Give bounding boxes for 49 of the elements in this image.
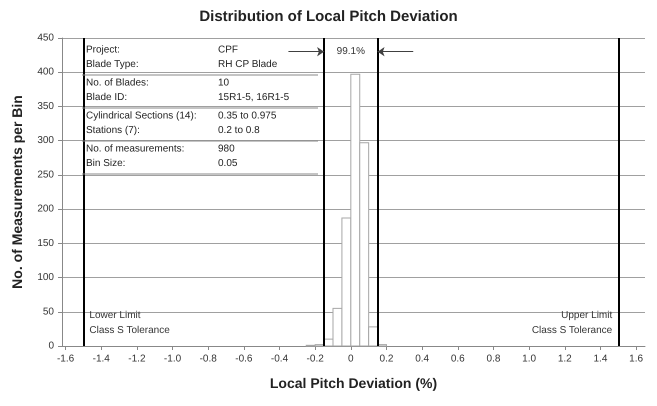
y-tick-label: 150 — [37, 238, 54, 249]
y-tick-label: 200 — [37, 204, 54, 215]
annotation: Blade Type: — [86, 59, 139, 70]
y-tick-label: 400 — [37, 66, 54, 78]
annotation: Stations (7): — [86, 125, 140, 136]
y-tick-label: 450 — [37, 32, 54, 44]
annotation: No. of measurements: — [86, 144, 184, 154]
x-tick-label: -0.4 — [270, 354, 289, 364]
annotation: Cylindrical Sections (14): — [86, 110, 197, 122]
x-tick-label: -1.0 — [164, 354, 182, 364]
x-tick-label: 0.6 — [450, 354, 466, 364]
x-tick-label: -0.6 — [235, 354, 253, 364]
x-tick-label: 0 — [348, 354, 354, 364]
ref-line-label: Upper Limit Class S Tolerance — [532, 310, 613, 336]
annotation: 10 — [218, 78, 230, 88]
x-tick-label: 0.8 — [486, 354, 501, 364]
x-tick-label: -1.4 — [92, 354, 110, 364]
annotation: 0.35 to 0.975 — [218, 110, 277, 122]
x-tick-label: 1.4 — [593, 354, 608, 364]
x-axis-title: Local Pitch Deviation (%) — [270, 375, 438, 391]
y-tick-label: 100 — [37, 272, 54, 284]
annotation: 15R1-5, 16R1-5 — [218, 92, 290, 103]
x-tick-label: 1.2 — [558, 354, 572, 364]
annotation: No. of Blades: — [86, 78, 149, 88]
annotation: 0.05 — [218, 158, 238, 169]
y-axis-title: No. of Measurements per Bin — [9, 95, 25, 289]
annotation: RH CP Blade — [218, 59, 278, 70]
y-tick-label: 350 — [37, 100, 54, 112]
x-tick-label: 1.6 — [629, 354, 644, 364]
annotation: 99.1% — [336, 46, 366, 58]
chart-title: Distribution of Local Pitch Deviation — [199, 8, 458, 25]
y-tick-label: 50 — [42, 306, 54, 318]
ref-line-label: Lower Limit Class S Tolerance — [89, 310, 170, 336]
annotation: Bin Size: — [86, 158, 126, 169]
annotation: CPF — [218, 44, 238, 56]
y-tick-label: 250 — [37, 169, 54, 180]
x-tick-label: -1.6 — [56, 354, 75, 364]
annotation: Project: — [86, 44, 120, 56]
x-tick-label: 0.2 — [380, 354, 394, 364]
annotation: 980 — [218, 144, 236, 154]
x-tick-label: -0.8 — [200, 354, 218, 364]
y-tick-label: 300 — [37, 135, 54, 146]
annotation: Blade ID: — [86, 92, 128, 103]
x-tick-label: 0.4 — [415, 354, 430, 364]
x-tick-label: 1.0 — [522, 354, 536, 364]
y-tick-label: 0 — [48, 340, 54, 352]
x-tick-label: -1.2 — [128, 354, 146, 364]
annotation: 0.2 to 0.8 — [218, 125, 260, 136]
x-tick-label: -0.2 — [306, 354, 324, 364]
